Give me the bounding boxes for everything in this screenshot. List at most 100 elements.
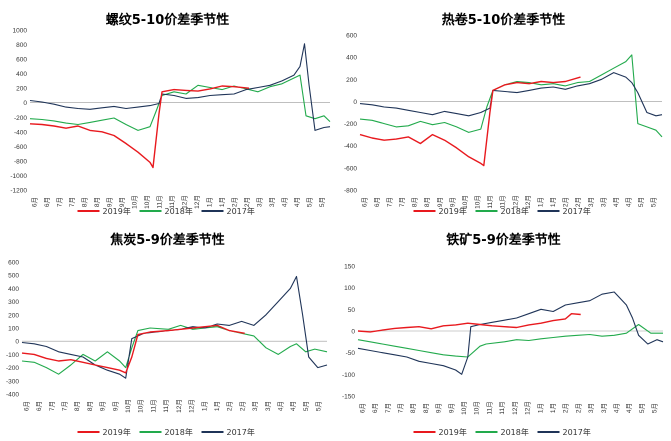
x-tick-label: 7月 — [385, 197, 393, 207]
series-line-2017 — [357, 291, 664, 375]
x-tick-label: 10月 — [143, 195, 151, 209]
y-tick-label: 200 — [346, 77, 357, 84]
y-tick-label: -200 — [14, 115, 27, 122]
x-tick-label: 8月 — [73, 401, 81, 411]
y-tick-label: 0 — [15, 339, 19, 346]
panel-rebar: 螺纹5-10价差季节性 1000 800 600 400 200 0 -200 -400 -600… — [0, 0, 335, 220]
y-tick-label: 0 — [351, 329, 355, 336]
series-line-2018 — [21, 324, 328, 375]
series-line-2017 — [29, 43, 331, 131]
y-tick-label: -800 — [14, 158, 27, 165]
x-tick-label: 6月 — [35, 401, 43, 411]
y-tick-label: 100 — [344, 285, 355, 292]
x-tick-label: 1月 — [205, 197, 213, 207]
x-tick-label: 6月 — [360, 197, 368, 207]
y-tick-label: -200 — [344, 121, 357, 128]
x-tick-label: 8月 — [409, 403, 417, 413]
x-tick-label: 4月 — [280, 197, 288, 207]
chart-title: 螺纹5-10价差季节性 — [106, 12, 230, 28]
x-tick-label: 6月 — [22, 401, 30, 411]
y-tick-label: 300 — [8, 299, 19, 306]
legend-label: 2018年 — [165, 427, 193, 437]
y-tick-label: 1000 — [13, 28, 28, 35]
panel-coke: 焦炭5-9价差季节性 600 500 400 300 200 100 0 -100 -200 -30… — [0, 220, 335, 441]
x-tick-label: 2月 — [230, 197, 238, 207]
x-tick-label: 1月 — [549, 197, 557, 207]
x-tick-label: 6月 — [30, 197, 38, 207]
x-tick-label: 8月 — [93, 197, 101, 207]
x-tick-label: 7月 — [68, 197, 76, 207]
x-tick-label: 5月 — [318, 197, 326, 207]
x-tick-label: 10月 — [460, 401, 468, 415]
y-tick-label: -600 — [344, 165, 357, 172]
x-tick-label: 2月 — [226, 401, 234, 411]
y-tick-label: 150 — [344, 264, 355, 271]
chart-title: 热卷5-10价差季节性 — [442, 12, 566, 28]
x-tick-label: 4月 — [613, 403, 621, 413]
y-tick-label: 100 — [8, 326, 19, 333]
x-tick-label: 3月 — [599, 197, 607, 207]
x-tick-label: 12月 — [511, 195, 519, 209]
x-tick-label: 4月 — [277, 401, 285, 411]
x-tick-label: 9月 — [447, 403, 455, 413]
y-tick-label: 400 — [346, 55, 357, 62]
x-tick-label: 7月 — [48, 401, 56, 411]
legend-label: 2017年 — [227, 427, 255, 437]
x-tick-label: 11月 — [499, 195, 507, 208]
series-line-2018 — [29, 74, 331, 131]
x-tick-label: 1月 — [549, 403, 557, 413]
x-tick-label: 1月 — [536, 403, 544, 413]
x-tick-label: 8月 — [423, 197, 431, 207]
series-line-2017 — [359, 72, 663, 117]
y-tick-label: -200 — [6, 365, 19, 372]
legend-label: 2018年 — [165, 206, 193, 216]
x-tick-label: 8月 — [86, 401, 94, 411]
y-tick-label: 400 — [16, 71, 27, 78]
y-tick-label: -150 — [342, 394, 355, 401]
x-tick-label: 11月 — [155, 195, 163, 208]
series-line-2018 — [357, 323, 663, 358]
x-tick-label: 9月 — [448, 197, 456, 207]
x-tick-label: 11月 — [149, 399, 157, 412]
y-tick-label: -100 — [342, 372, 355, 379]
x-tick-label: 3月 — [587, 403, 595, 413]
x-tick-label: 3月 — [600, 403, 608, 413]
x-tick-label: 7月 — [55, 197, 63, 207]
x-tick-label: 12月 — [180, 195, 188, 209]
y-tick-label: -300 — [6, 378, 19, 385]
y-tick-label: -600 — [14, 144, 27, 151]
x-tick-label: 12月 — [193, 195, 201, 209]
x-tick-label: 12月 — [524, 401, 532, 415]
x-tick-label: 1月 — [200, 401, 208, 411]
y-tick-label: -1200 — [10, 188, 27, 195]
y-tick-label: 50 — [348, 307, 356, 314]
x-tick-label: 11月 — [498, 401, 506, 414]
x-tick-label: 3月 — [264, 401, 272, 411]
x-tick-label: 8月 — [411, 197, 419, 207]
y-tick-label: 400 — [8, 286, 19, 293]
x-tick-label: 9月 — [436, 197, 444, 207]
x-tick-label: 7月 — [384, 403, 392, 413]
x-tick-label: 4月 — [293, 197, 301, 207]
series-line-2019 — [359, 76, 581, 167]
y-tick-label: -400 — [344, 143, 357, 150]
legend-label: 2018年 — [501, 206, 529, 216]
x-tick-label: 9月 — [105, 197, 113, 207]
y-tick-label: -50 — [346, 350, 356, 357]
legend-label: 2017年 — [563, 427, 591, 437]
x-tick-label: 12月 — [511, 401, 519, 415]
y-tick-label: 0 — [353, 99, 357, 106]
y-tick-label: 800 — [16, 42, 27, 49]
panel-hot-coil: 热卷5-10价差季节性 600 400 200 0 -200 -400 -600 -800 6月 6… — [336, 0, 671, 220]
x-tick-label: 5月 — [650, 197, 658, 207]
y-tick-label: 600 — [16, 57, 27, 64]
x-tick-label: 3月 — [255, 197, 263, 207]
x-tick-label: 9月 — [99, 401, 107, 411]
chart-coke: 焦炭5-9价差季节性 600 500 400 300 200 100 0 -100 -200 -30… — [6, 232, 328, 437]
x-tick-label: 5月 — [651, 403, 659, 413]
x-tick-label: 3月 — [587, 197, 595, 207]
x-tick-label: 4月 — [625, 403, 633, 413]
x-tick-label: 10月 — [473, 401, 481, 415]
